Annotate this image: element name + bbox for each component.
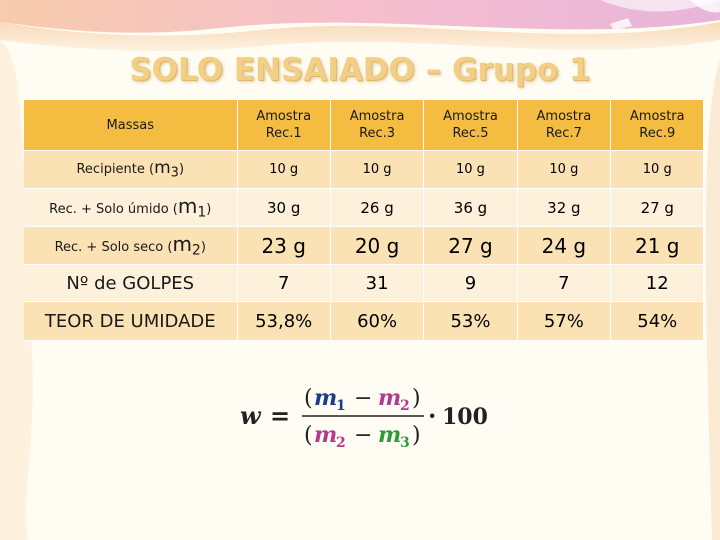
table-cell: 32 g — [517, 188, 612, 227]
formula-num-close: ) — [412, 386, 421, 411]
column-header-line2: Rec.9 — [639, 126, 676, 141]
formula-den-close: ) — [412, 423, 421, 448]
formula-num-b-sub: 2 — [400, 398, 410, 414]
column-header-line1: Amostra — [629, 109, 685, 124]
table-row: Nº de GOLPES 7 31 9 7 12 — [24, 264, 705, 302]
table-cell: 23 g — [237, 226, 331, 265]
column-header-line2: Rec.1 — [265, 126, 302, 141]
formula-lhs: w — [240, 401, 262, 430]
column-header: Amostra Rec.1 — [237, 100, 331, 151]
row-label: Nº de GOLPES — [24, 264, 238, 302]
table-cell: 36 g — [423, 188, 518, 227]
row-label: Rec. + Solo seco (m2) — [24, 226, 238, 265]
table-cell: 27 g — [610, 188, 705, 227]
table-cell: 12 — [610, 264, 705, 302]
row-label-sub: 2 — [191, 242, 201, 259]
column-header-line1: Amostra — [536, 109, 592, 124]
page-title: SOLO ENSAIADO – Grupo 1 — [129, 52, 591, 88]
row-label-sub: 3 — [170, 165, 179, 181]
table-cell: 53,8% — [237, 301, 331, 341]
table-cell: 26 g — [330, 188, 425, 227]
formula-num-a-sub: 1 — [336, 398, 346, 414]
formula-num-b: m — [378, 385, 401, 411]
row-label-prefix: Recipiente ( — [76, 162, 155, 178]
table-cell: 27 g — [423, 226, 518, 265]
formula-factor: 100 — [442, 404, 488, 430]
table-header-row: Massas Amostra Rec.1 Amostra Rec.3 Amostra… — [24, 100, 705, 151]
table-row: TEOR DE UMIDADE 53,8% 60% 53% 57% 54% — [24, 301, 705, 341]
column-header-line1: Amostra — [349, 109, 405, 124]
table-row: Recipiente (m3) 10 g 10 g 10 g 10 g 10 g — [24, 150, 705, 189]
table-row: Rec. + Solo seco (m2) 23 g 20 g 27 g 24 … — [24, 226, 705, 265]
column-header-line1: Amostra — [256, 109, 312, 124]
table-cell: 10 g — [237, 150, 331, 189]
column-header-line1: Amostra — [443, 109, 498, 124]
column-header: Amostra Rec.9 — [610, 100, 705, 151]
results-table: Massas Amostra Rec.1 Amostra Rec.3 Amostra… — [24, 100, 705, 341]
table-cell: 10 g — [610, 150, 705, 189]
column-header-line2: Rec.3 — [359, 126, 396, 141]
table-cell: 54% — [610, 301, 705, 341]
column-header-line2: Rec.7 — [545, 126, 582, 141]
table-cell: 10 g — [517, 150, 612, 189]
formula-den-open: ( — [304, 423, 313, 448]
row-label-suffix: ) — [206, 202, 212, 218]
row-label-sub: 1 — [197, 204, 207, 221]
row-label-suffix: ) — [178, 162, 185, 178]
column-header: Amostra Rec.5 — [423, 100, 518, 151]
formula-den-a: m — [314, 422, 337, 448]
row-label: Rec. + Solo úmido (m1) — [24, 188, 238, 227]
moisture-formula: w = ( m 1 − m 2 ) ( m 2 − m 3 ) · 100 — [240, 385, 488, 451]
column-header-line2: Rec.5 — [452, 126, 489, 141]
table-cell: 60% — [330, 301, 425, 341]
table-cell: 31 — [330, 264, 425, 302]
formula-den-a-sub: 2 — [336, 435, 346, 451]
formula-num-a: m — [314, 385, 337, 411]
table-cell: 9 — [423, 264, 518, 302]
formula-den-b-sub: 3 — [400, 435, 410, 451]
row-label-var: m — [154, 158, 171, 179]
table-cell: 7 — [517, 264, 612, 302]
table-cell: 10 g — [330, 150, 425, 189]
column-header: Amostra Rec.7 — [517, 100, 612, 151]
table-cell: 20 g — [330, 226, 425, 265]
header-label: Massas — [24, 100, 238, 151]
table-cell: 53% — [423, 301, 518, 341]
row-label-prefix: Rec. + Solo úmido ( — [49, 202, 178, 218]
row-label-var: m — [177, 194, 198, 219]
table-cell: 21 g — [610, 226, 705, 265]
row-label: Recipiente (m3) — [24, 150, 238, 189]
table-row: Rec. + Solo úmido (m1) 30 g 26 g 36 g 32… — [24, 188, 705, 227]
formula-den-b: m — [378, 422, 401, 448]
table-cell: 30 g — [237, 188, 331, 227]
row-label-suffix: ) — [200, 240, 206, 256]
formula-den-minus: − — [354, 423, 372, 448]
row-label-var: m — [172, 232, 192, 257]
column-header: Amostra Rec.3 — [330, 100, 425, 151]
formula-equals: = — [270, 401, 290, 430]
table-cell: 57% — [517, 301, 612, 341]
formula-num-open: ( — [304, 386, 313, 411]
table-cell: 7 — [237, 264, 331, 302]
table-cell: 10 g — [423, 150, 518, 189]
row-label: TEOR DE UMIDADE — [24, 301, 238, 341]
table-cell: 24 g — [517, 226, 612, 265]
formula-times: · — [428, 401, 436, 430]
formula-num-minus: − — [354, 386, 372, 411]
row-label-prefix: Rec. + Solo seco ( — [54, 240, 173, 256]
